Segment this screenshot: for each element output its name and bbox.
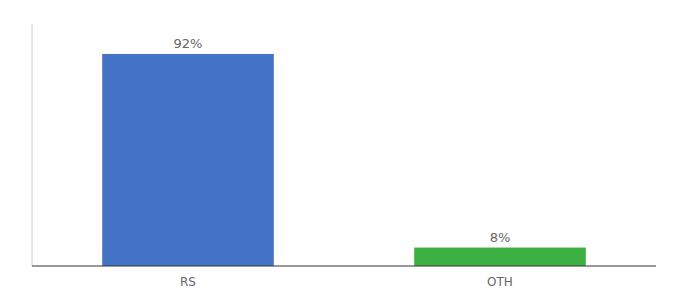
bars	[102, 54, 586, 266]
x-axis-line	[32, 266, 656, 267]
chart-svg: 92% 8% RS OTH	[0, 0, 680, 300]
data-labels: 92% 8%	[174, 36, 511, 245]
bar	[414, 248, 586, 266]
x-tick-label: RS	[180, 275, 196, 289]
data-label: 92%	[174, 36, 203, 51]
data-label: 8%	[490, 230, 511, 245]
y-axis-line	[32, 24, 33, 266]
page: {"chart_data": {"type": "bar", "categori…	[0, 0, 680, 300]
x-tick-label: OTH	[487, 275, 513, 289]
bar	[102, 54, 274, 266]
x-tick-labels: RS OTH	[180, 275, 513, 289]
chart-container: 92% 8% RS OTH	[0, 0, 680, 300]
